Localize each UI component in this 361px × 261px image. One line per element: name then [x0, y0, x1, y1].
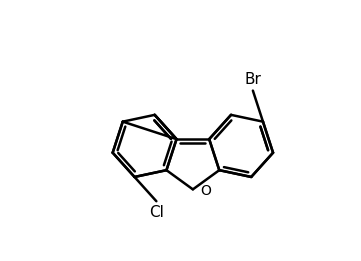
- Text: O: O: [200, 184, 211, 198]
- Text: Cl: Cl: [149, 205, 164, 220]
- Text: Br: Br: [244, 72, 261, 87]
